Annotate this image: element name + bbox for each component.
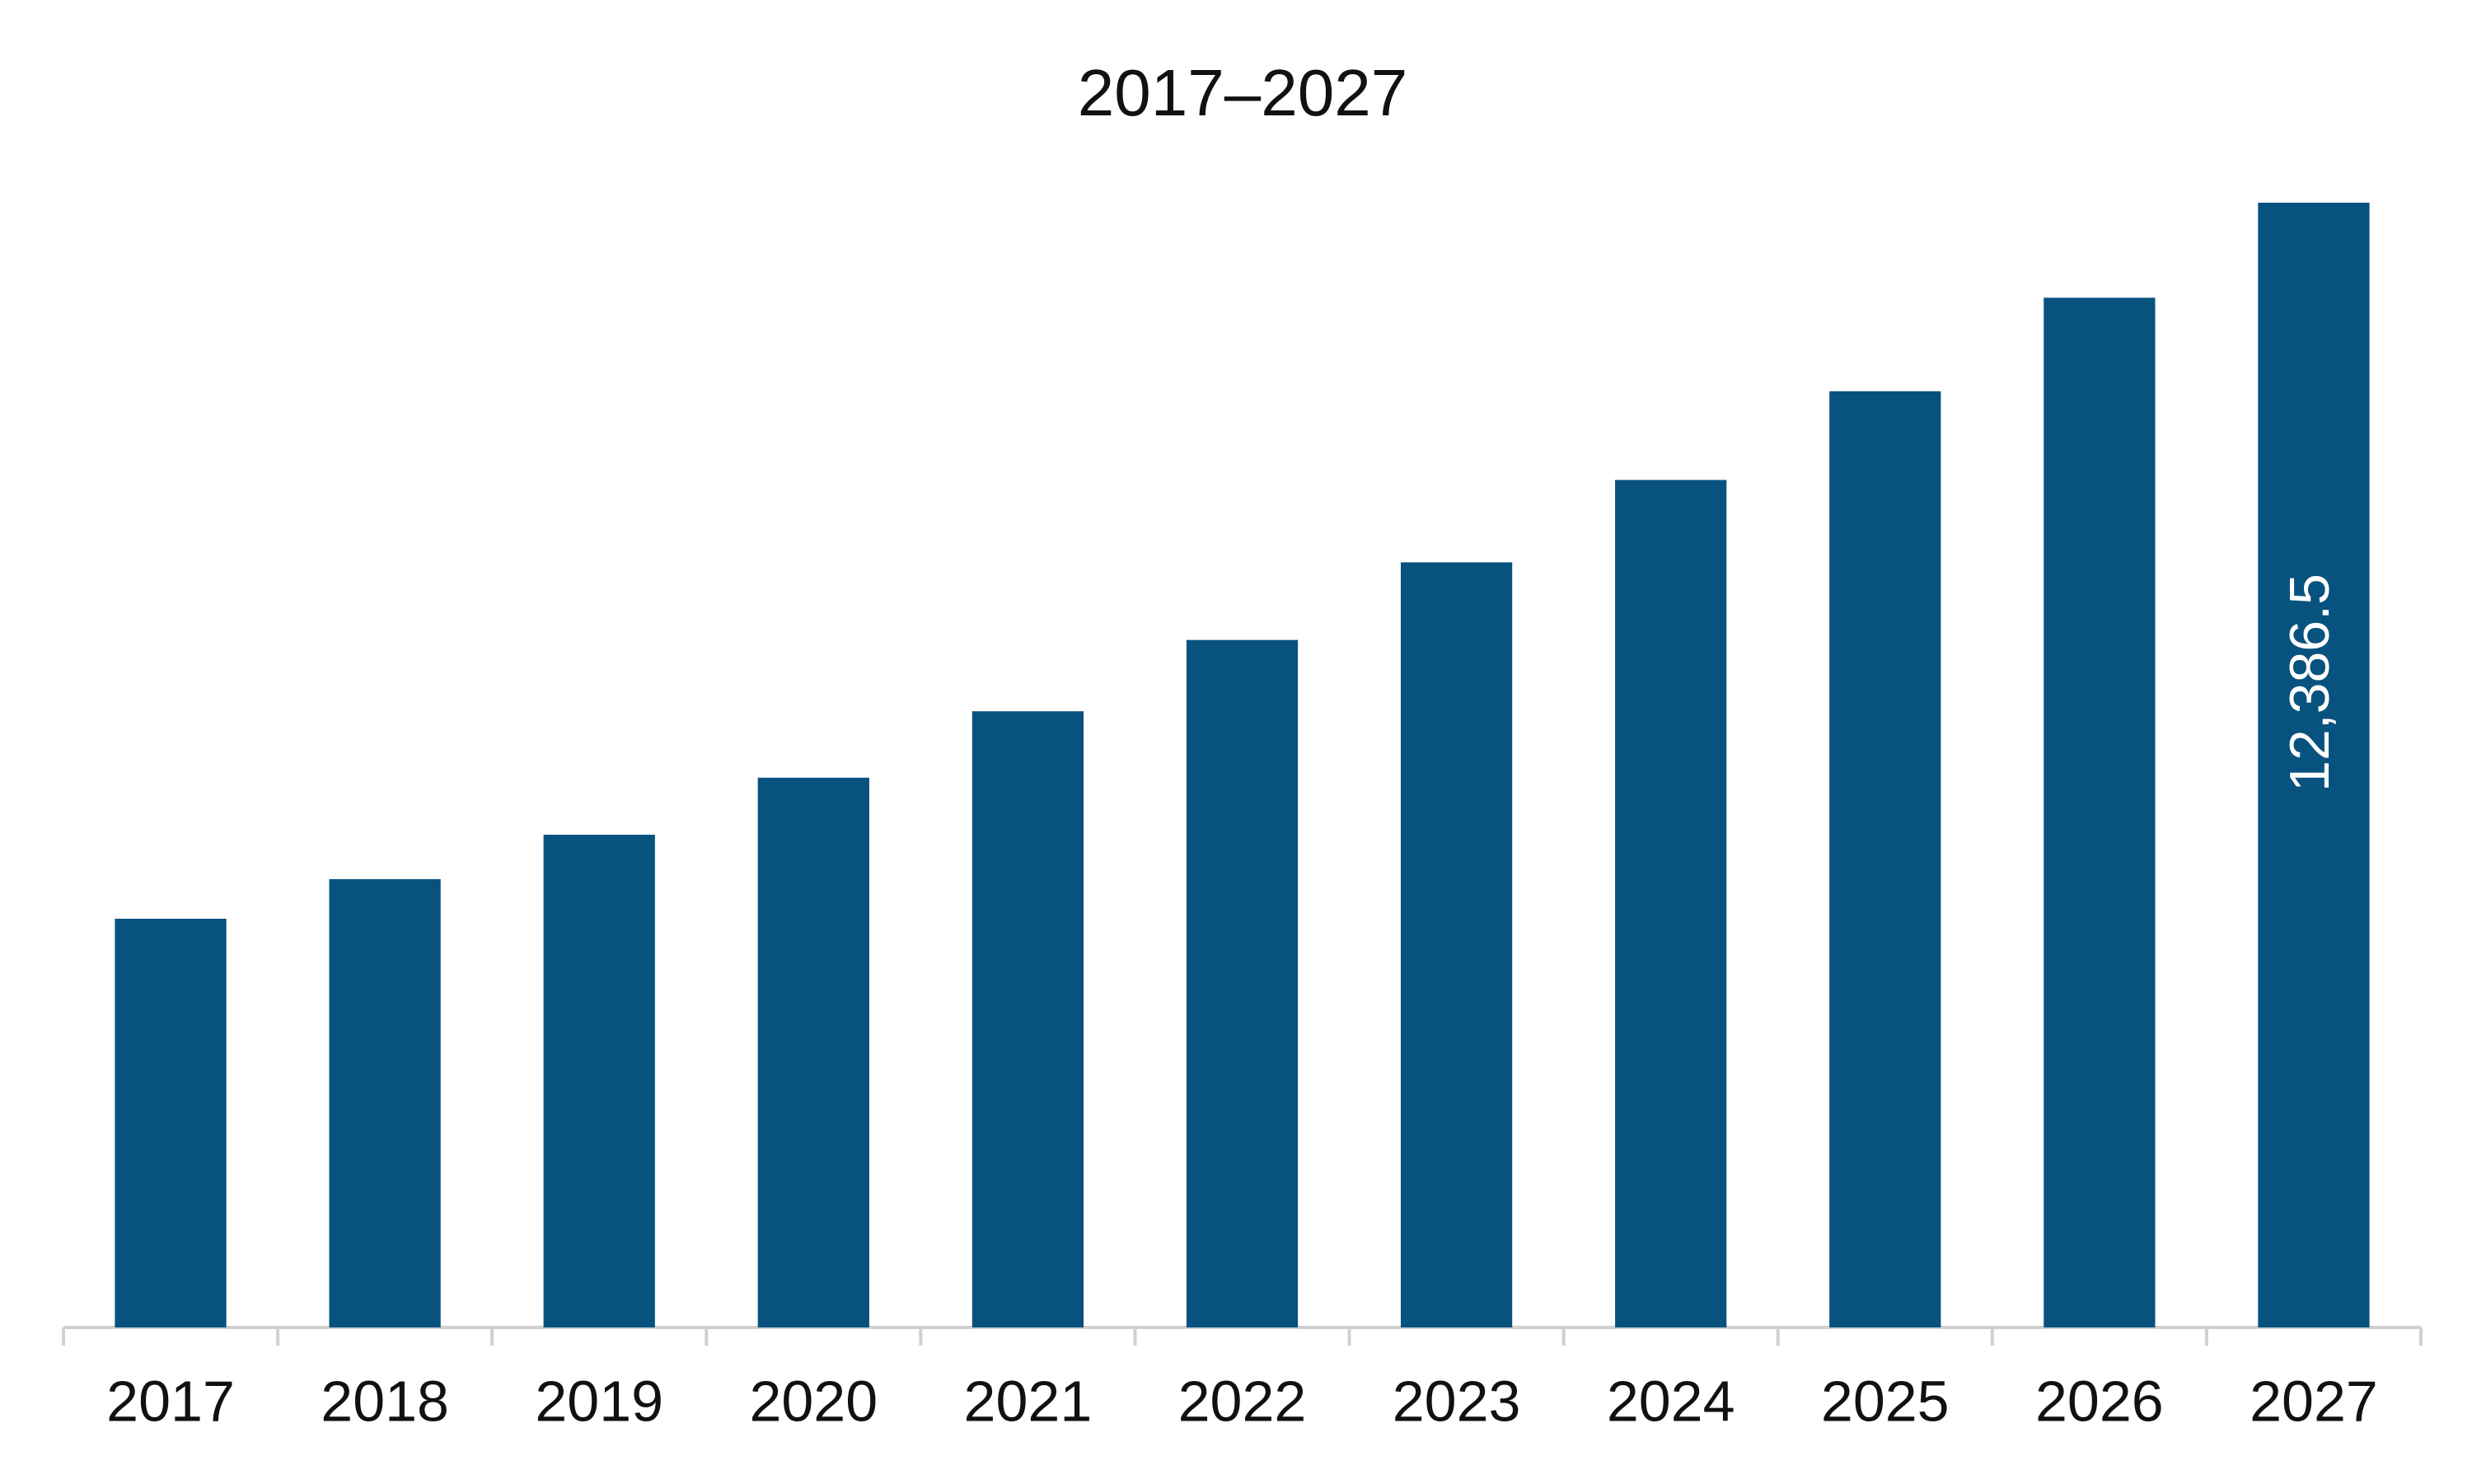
x-tick-label: 2022 [1178,1369,1307,1433]
x-tick-label: 2026 [2035,1369,2164,1433]
x-tick-label: 2023 [1393,1369,1521,1433]
bar [1615,480,1727,1328]
chart-title: 2017–2027 [1078,56,1407,129]
x-tick-label: 2017 [106,1369,235,1433]
bar [1829,391,1941,1328]
x-tick-label: 2024 [1607,1369,1735,1433]
x-tick-label: 2020 [749,1369,878,1433]
value-label: 12,386.5 [2278,573,2341,792]
bar [1186,639,1299,1327]
x-tick-label: 2019 [535,1369,663,1433]
bar [757,777,869,1327]
bar [543,835,655,1327]
bar [1400,562,1513,1327]
x-tick-label: 2021 [964,1369,1093,1433]
bar [971,711,1084,1327]
bar [2044,297,2156,1327]
x-tick-label: 2027 [2250,1369,2378,1433]
bar [2258,203,2370,1327]
bar [115,918,227,1327]
bar [329,878,441,1327]
x-tick-label: 2018 [321,1369,449,1433]
x-tick-label: 2025 [1821,1369,1950,1433]
